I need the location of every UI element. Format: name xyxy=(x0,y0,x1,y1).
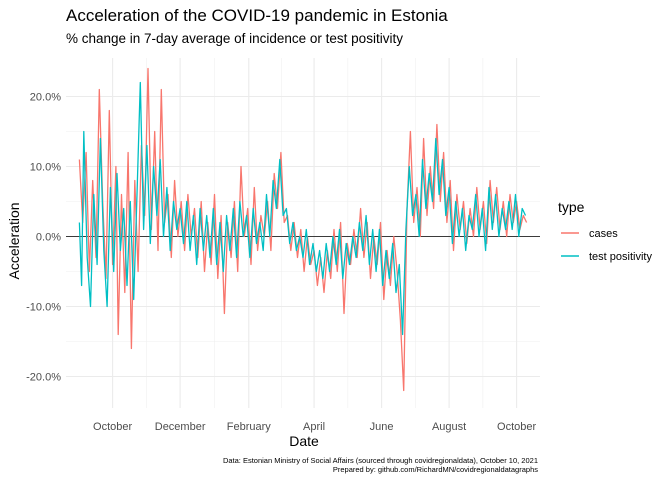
caption-source: Data: Estonian Ministry of Social Affair… xyxy=(223,456,538,465)
x-tick-label: October xyxy=(93,421,132,433)
y-tick-labels: -20.0% -10.0% 0.0% 10.0% 20.0% xyxy=(26,92,61,384)
y-tick-label: -20.0% xyxy=(26,372,61,384)
legend: type cases test positivity xyxy=(558,199,652,263)
legend-label-test-positivity: test positivity xyxy=(589,251,652,263)
legend-title: type xyxy=(558,199,585,215)
x-tick-label: February xyxy=(227,421,272,433)
caption-prepared-by: Prepared by: github.com/RichardMN/covidr… xyxy=(333,465,538,474)
y-tick-label: 20.0% xyxy=(30,92,61,104)
chart-subtitle: % change in 7-day average of incidence o… xyxy=(66,31,403,46)
x-tick-label: October xyxy=(497,421,536,433)
x-tick-label: August xyxy=(432,421,466,433)
y-tick-label: 0.0% xyxy=(36,232,61,244)
chart-title: Acceleration of the COVID-19 pandemic in… xyxy=(66,6,448,25)
x-tick-label: April xyxy=(303,421,325,433)
x-tick-labels: October December February April June August Oc… xyxy=(93,421,536,433)
y-tick-label: -10.0% xyxy=(26,302,61,314)
x-tick-label: December xyxy=(155,421,206,433)
x-axis-title: Date xyxy=(289,433,319,449)
series-group xyxy=(78,67,528,392)
legend-label-cases: cases xyxy=(589,228,618,240)
y-axis-title: Acceleration xyxy=(6,202,22,279)
series-line-test-positivity xyxy=(78,81,527,336)
x-tick-label: June xyxy=(370,421,394,433)
y-tick-label: 10.0% xyxy=(30,162,61,174)
